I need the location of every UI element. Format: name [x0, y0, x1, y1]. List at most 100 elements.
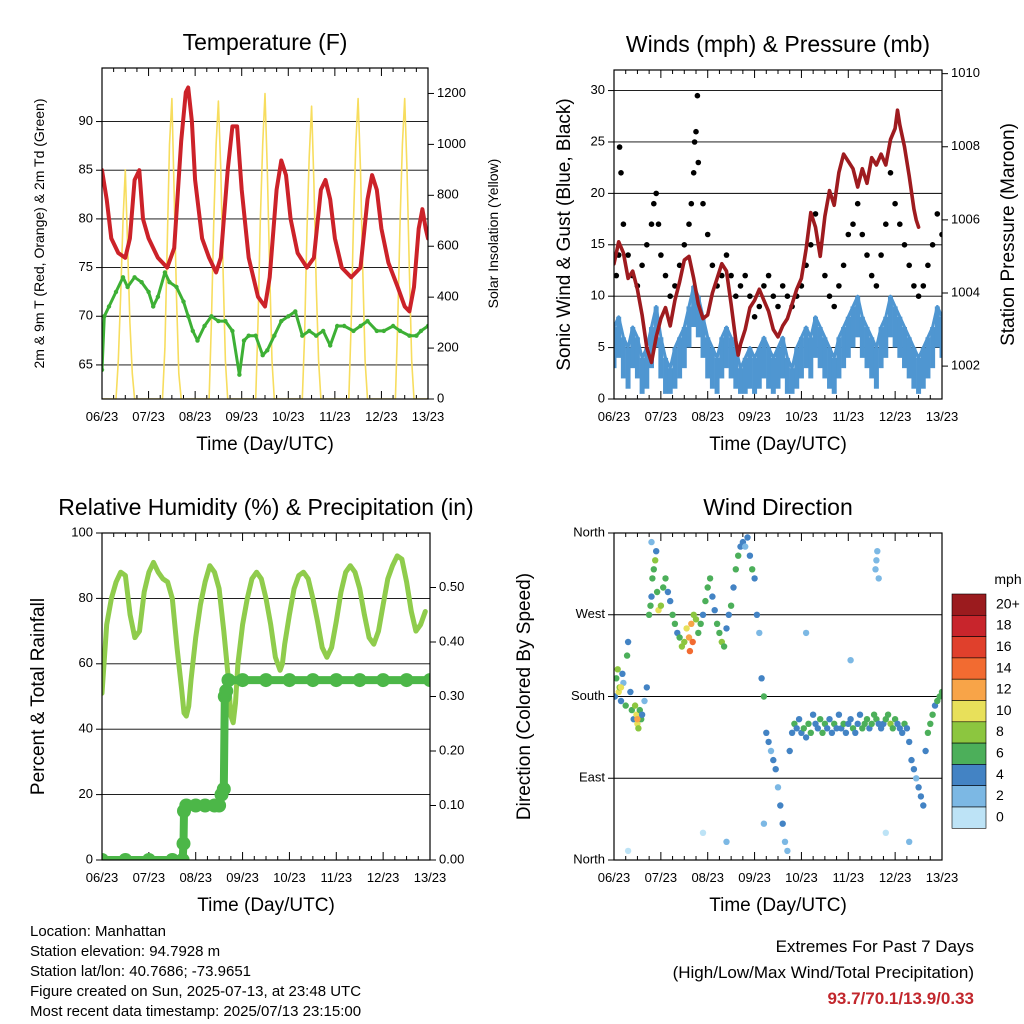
direction-point: [817, 716, 824, 723]
direction-point: [650, 566, 657, 573]
direction-point: [624, 638, 632, 646]
winds-ylabel: Sonic Wind & Gust (Blue, Black): [554, 98, 575, 370]
dewpoint-point: [186, 314, 191, 319]
dewpoint-point: [390, 323, 396, 329]
direction-point: [652, 557, 659, 564]
gust-point: [854, 200, 861, 207]
humidity-ytick-label: 60: [79, 655, 93, 670]
gust-point: [644, 242, 650, 248]
gust-point: [920, 283, 927, 289]
gust-point: [704, 231, 711, 238]
gust-point: [887, 170, 894, 176]
humidity-y2tick-label: 0.10: [439, 797, 464, 812]
temperature-ytick-label: 70: [79, 308, 93, 323]
direction-point: [730, 584, 737, 591]
gust-point: [655, 221, 662, 227]
gust-point: [690, 170, 697, 176]
direction-point: [648, 538, 655, 546]
winds-y2tick-label: 1008: [951, 138, 980, 153]
direction-ytick-label: North: [573, 851, 605, 866]
temperature-xlabel: Time (Day/UTC): [196, 434, 334, 455]
recent-data-text: Most recent data timestamp: 2025/07/13 2…: [30, 1003, 362, 1020]
direction-point: [915, 784, 922, 791]
humidity-title: Relative Humidity (%) & Precipitation (i…: [58, 494, 473, 520]
direction-point: [749, 566, 756, 573]
temperature-plot-area: [102, 85, 428, 399]
gust-point: [779, 283, 786, 289]
dewpoint-point: [321, 328, 326, 334]
dewpoint-point: [374, 328, 379, 334]
winds-y2label: Station Pressure (Maroon): [998, 123, 1019, 346]
humidity-xtick-label: 09/23: [226, 870, 259, 885]
direction-point: [872, 566, 879, 573]
direction-point: [727, 602, 735, 609]
legend-swatch: [951, 700, 987, 723]
direction-point: [854, 720, 861, 727]
gust-point: [723, 252, 730, 258]
legend-label: 2: [996, 787, 1004, 803]
direction-point: [735, 552, 742, 559]
dewpoint-point: [307, 328, 312, 334]
winds-ytick-label: 25: [591, 133, 605, 148]
legend-swatch: [951, 721, 987, 744]
gust-point: [676, 262, 683, 269]
gust-point: [808, 242, 814, 248]
legend-swatch: [951, 636, 987, 659]
gust-point: [742, 272, 748, 279]
direction-point: [622, 702, 629, 709]
winds-y2tick-label: 1006: [951, 211, 980, 226]
dewpoint-point: [113, 289, 119, 295]
legend-swatch: [951, 614, 987, 637]
direction-point: [617, 697, 625, 705]
winds-plot-area: [614, 92, 942, 394]
temperature-line: [102, 85, 428, 314]
temperature-xtick-label: 10/23: [272, 409, 305, 424]
gust-point: [826, 293, 833, 300]
gust-point: [883, 221, 889, 227]
dewpoint-point: [181, 299, 186, 304]
winds-title: Winds (mph) & Pressure (mb): [626, 31, 930, 57]
pressure-line: [614, 108, 921, 365]
dewpoint-point: [202, 323, 207, 329]
direction-point: [689, 638, 696, 646]
direction-point: [723, 625, 730, 632]
winds-xtick-label: 12/23: [879, 409, 912, 424]
direction-point: [936, 693, 942, 700]
direction-point: [847, 716, 854, 723]
gust-point: [761, 283, 767, 289]
legend-label: 20+: [996, 595, 1020, 611]
direction-xtick-label: 13/23: [926, 870, 959, 885]
gust-point: [709, 262, 716, 269]
gust-point: [831, 303, 837, 310]
gust-point: [694, 92, 701, 99]
humidity-ytick-label: 0: [86, 851, 93, 866]
direction-point: [795, 716, 803, 723]
direction-point: [753, 611, 761, 618]
direction-point: [713, 620, 721, 627]
direction-point: [772, 766, 779, 773]
temperature-ytick-label: 80: [79, 210, 93, 225]
direction-point: [809, 711, 817, 718]
gust-point: [662, 272, 669, 279]
legend-swatch: [951, 593, 987, 616]
gust-point: [693, 128, 699, 135]
direction-point: [814, 725, 821, 732]
temperature-y2tick-label: 400: [437, 289, 459, 304]
dewpoint-point: [246, 333, 251, 338]
direction-point: [681, 638, 688, 646]
temperature-xtick-label: 13/23: [412, 409, 445, 424]
direction-point: [840, 720, 847, 727]
temperature-y2tick-label: 1000: [437, 136, 466, 151]
direction-point: [647, 602, 654, 609]
gust-point: [756, 303, 763, 310]
gust-point: [651, 200, 657, 207]
dewpoint-point: [253, 333, 258, 338]
gust-point: [728, 272, 734, 279]
legend-label: 10: [996, 702, 1012, 718]
legend-label: 18: [996, 617, 1012, 633]
direction-point: [873, 557, 880, 564]
direction-point: [744, 534, 751, 541]
direction-point: [758, 675, 765, 682]
dewpoint-point: [265, 348, 270, 353]
